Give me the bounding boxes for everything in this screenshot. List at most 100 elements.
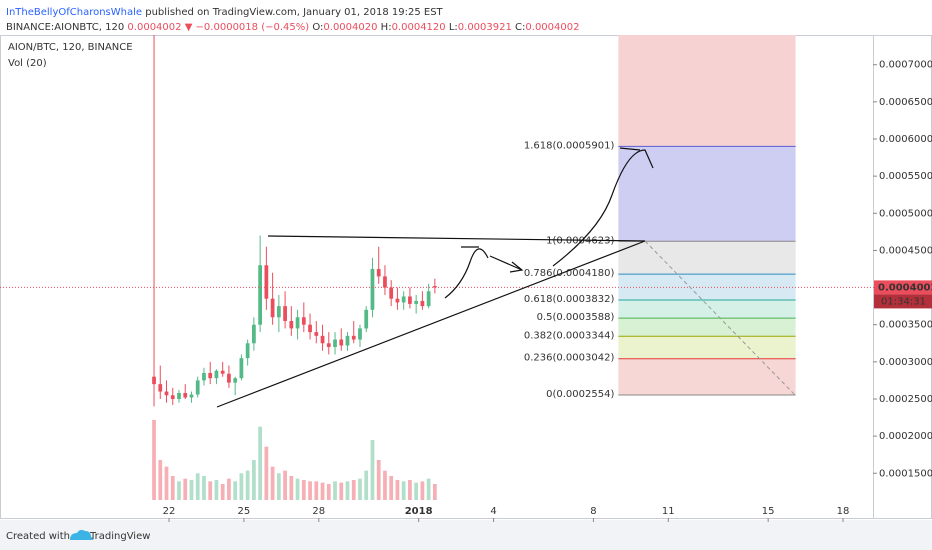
candle-body [389,287,394,299]
l: 0.0003921 [458,22,512,33]
candle-body [426,291,431,307]
hand-drawing [444,248,489,299]
last-price-tag [874,280,932,295]
volume-bar [426,478,431,500]
o: 0.0004020 [323,22,377,33]
candle-body [308,324,312,333]
footer-brand[interactable]: TradingView [89,531,150,542]
fib-band [618,300,796,319]
logo[interactable] [70,529,94,540]
fib-band [618,358,796,395]
volume-bar [383,470,387,500]
fib-band [618,241,796,275]
symbol: BINANCE:AIONBTC, 120 [6,22,124,33]
fib-label: 0.236(0.0003042) [524,353,615,364]
volume-bar [408,480,412,500]
candle-body [258,265,262,325]
fib-extension-zone [618,35,796,147]
legend-series: AION/BTC, 120, BINANCE [8,42,133,53]
volume-bar [433,484,437,500]
candle-body [333,339,337,347]
footer-created: Created with [6,531,70,542]
volume-bar [164,466,169,500]
volume-bar [183,478,188,500]
y-tick-label: 0.0005000 [879,208,932,219]
volume-bar [170,476,175,500]
candle-body [283,306,287,321]
candle-body [395,298,400,303]
candle-body [183,393,188,398]
y-tick-label: 0.0002500 [879,394,932,405]
volume-bar [301,480,306,500]
volume-bar [252,460,256,500]
plot: 1.618(0.0005901) 1(0.0004623) 0.786(0.0004… [0,35,873,500]
volume-bar [258,426,262,500]
fib-label: 0.5(0.0003588) [537,312,615,323]
last-price-label: 0.0004002 [878,282,932,293]
volume-bar [364,470,369,500]
candle-body [414,300,419,304]
x-tick-label: 15 [762,506,775,517]
candle-body [152,376,156,385]
volume-bar [395,480,400,500]
candle-body [227,373,231,383]
volume-bar [276,473,281,500]
volume-bar [420,481,425,500]
x-tick-label: 25 [238,506,251,517]
y-tick-label: 0.0005500 [879,171,932,182]
y-tick-label: 0.0002000 [879,431,932,442]
candle-body [320,335,325,344]
volume-bar [351,480,356,500]
candle-body [370,268,375,310]
volume-bar [339,482,344,500]
volume-bar [177,481,181,500]
volume-bar [189,480,194,500]
candle-body [433,286,437,288]
volume-bar [233,481,238,500]
volume-bar [283,470,287,500]
volume-bar [314,481,319,500]
hand-arrow [489,255,524,273]
c: 0.0004002 [525,22,579,33]
candle-body [214,370,219,379]
x-tick-label: 2018 [405,506,433,517]
fib-label: 0.618(0.0003832) [524,294,615,305]
fib-label: 0.382(0.0003344) [524,330,615,341]
candle-body [177,393,181,399]
volume-bar [308,481,312,500]
fib-band [618,274,796,301]
fib-band [618,318,796,337]
volume-bar [414,482,419,500]
volume-bar [333,481,337,500]
candle-body [245,343,250,359]
trendline [216,240,646,408]
candle-body [314,332,319,336]
x-tick-label: 18 [837,506,850,517]
volume-bar [195,473,200,500]
x-tick-label: 8 [590,506,596,517]
candle-body [202,372,206,381]
c-label: C: [515,22,525,33]
volume-bar [152,420,156,500]
header-line: InTheBellyOfCharonsWhale published on Tr… [6,7,444,18]
x-tick-label: 22 [163,506,176,517]
candle-body [401,296,406,303]
candle-body [276,306,281,318]
candle-body [189,394,194,398]
candle-body [408,296,412,304]
fib-label: 0.786(0.0004180) [524,268,615,279]
y-tick-label: 0.0006500 [879,97,932,108]
fib-label: 1.618(0.0005901) [524,140,615,151]
hand-drawing [619,147,641,151]
candle-body [383,276,387,288]
candle-body [170,395,175,399]
y-tick-label: 0.0003500 [879,320,932,331]
candle-body [270,298,275,318]
author[interactable]: InTheBellyOfCharonsWhale [6,7,142,18]
countdown-tag [874,294,932,309]
y-tick-label: 0.0003000 [879,357,932,368]
candle-body [239,358,244,379]
volume-bar [227,478,231,500]
y-tick-label: 0.0006000 [879,134,932,145]
x-tick-label: 28 [312,506,325,517]
